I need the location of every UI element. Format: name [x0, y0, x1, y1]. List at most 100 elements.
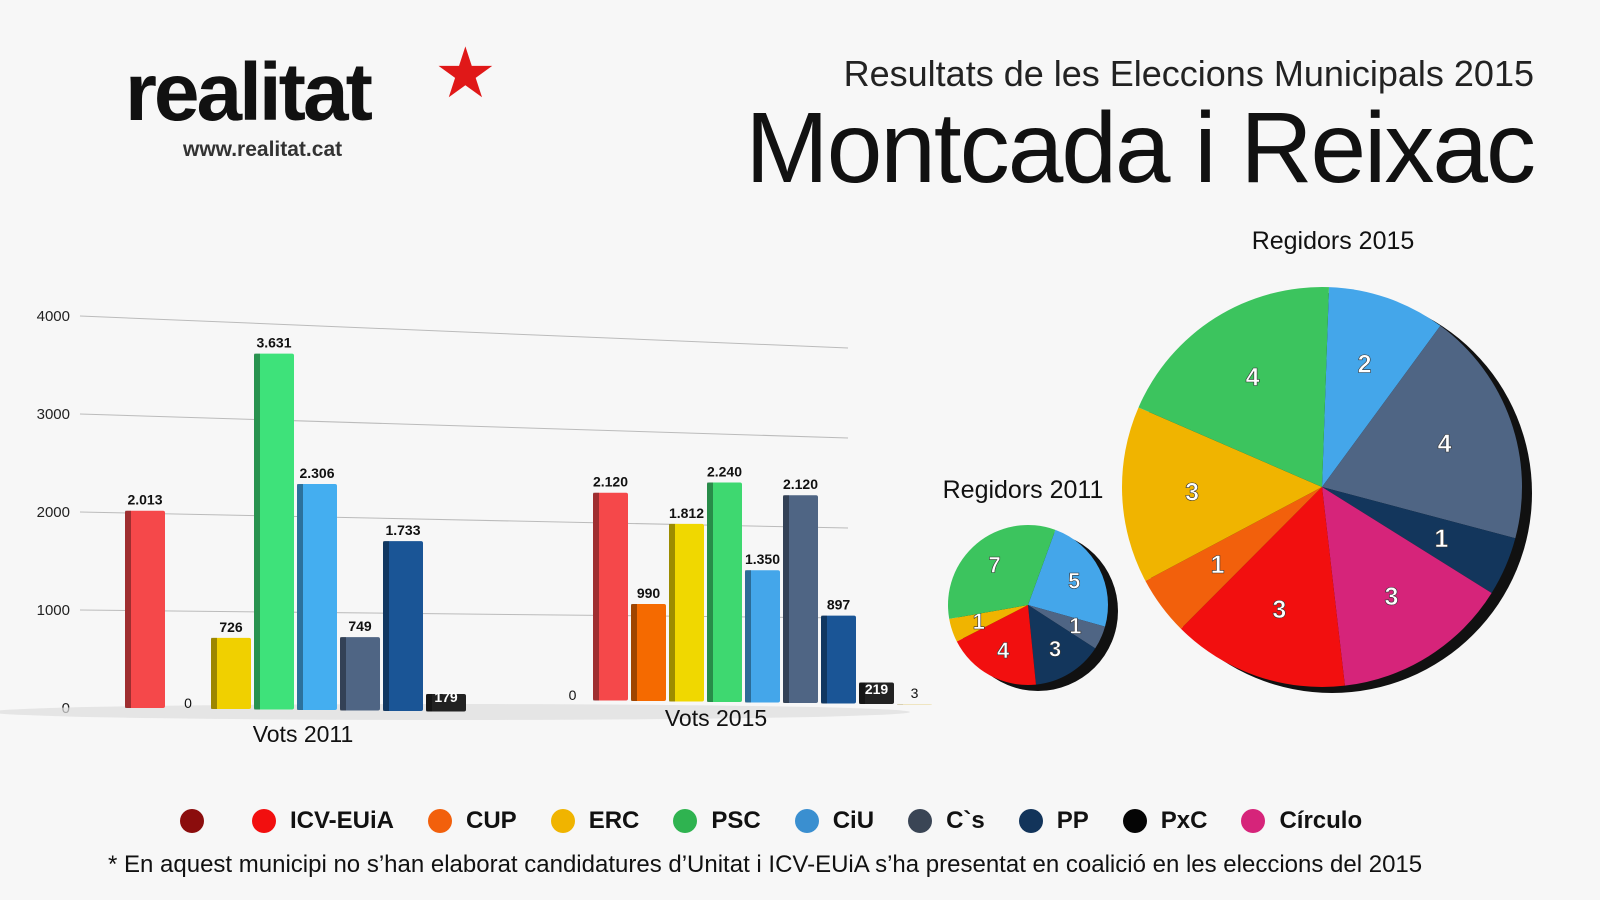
bar-side [340, 637, 346, 711]
pie-slice-label: 1 [1211, 551, 1225, 579]
pie-slice-label: 4 [1246, 363, 1260, 391]
pie-slice-label: 3 [1185, 479, 1199, 507]
pie-slice-label: 1 [1434, 525, 1448, 553]
legend-dot [550, 809, 575, 834]
y-tick-label: 2000 [37, 504, 70, 521]
pie-slice [1322, 325, 1522, 539]
bar-side [821, 615, 827, 704]
bar-value-label: 1.733 [385, 522, 420, 538]
bar-side [426, 693, 432, 712]
star-icon: ★ [434, 34, 497, 112]
legend-item [180, 808, 218, 834]
pie-slice [1028, 529, 1108, 627]
legend-label: Círculo [1279, 807, 1363, 834]
group-label: Vots 2011 [253, 721, 354, 747]
legend-label: ERC [588, 807, 640, 834]
bar [383, 541, 423, 711]
subtitle: Resultats de les Eleccions Municipals 20… [843, 53, 1534, 94]
bar [254, 353, 294, 710]
bar [745, 570, 780, 703]
legend-item: ICV-EUiA [252, 807, 395, 834]
pie-slice [949, 605, 1028, 642]
bar-value-label: 219 [865, 681, 889, 697]
bar [593, 492, 628, 701]
bar [821, 615, 856, 704]
bar-value-label: 990 [637, 585, 661, 601]
legend-dot [673, 809, 698, 834]
logo: realitat [125, 47, 373, 138]
bar [426, 693, 466, 712]
pie-slice [1122, 407, 1322, 581]
legend-dot [428, 809, 453, 834]
bar-side [859, 682, 865, 704]
bar-value-label: 0 [569, 687, 577, 703]
chart-canvas: 0 1000 2000 3000 4000 2.013 0 726 3.631 2.306 749 1… [0, 227, 1532, 747]
bar-value-label: 2.240 [707, 463, 742, 479]
page-title: Montcada i Reixac [745, 92, 1536, 204]
pie-slice [1028, 605, 1106, 649]
pie-slice [1180, 487, 1345, 687]
legend-label: CiU [832, 807, 875, 834]
y-tick-label: 1000 [37, 602, 70, 619]
bar-side [383, 541, 389, 711]
legend: ICV-EUiA CUP ERC PSC CiU C`s PP PxC Círculo [180, 807, 1396, 834]
legend-item: PSC [673, 807, 761, 834]
legend-label: PSC [711, 807, 761, 834]
bar-side [783, 495, 789, 703]
bar [859, 682, 894, 704]
legend-item: Círculo [1241, 807, 1363, 834]
bar-value-label: 2.120 [593, 474, 628, 490]
pie-slice-label: 1 [1069, 614, 1081, 639]
y-tick-label: 4000 [37, 308, 70, 325]
gridline [79, 413, 849, 439]
bar-side [211, 637, 217, 709]
pie-slice-label: 4 [1438, 430, 1452, 458]
bar-side [669, 523, 675, 702]
pie-title: Regidors 2015 [1252, 227, 1415, 255]
bar-value-label: 2.306 [299, 465, 334, 481]
pie-slice [1145, 487, 1322, 629]
pie-slice-label: 7 [988, 552, 1000, 577]
legend-item: C`s [908, 807, 985, 834]
bar-value-label: 1.812 [669, 505, 704, 521]
bar-value-label: 0 [184, 695, 192, 711]
logo-url[interactable]: www.realitat.cat [183, 138, 343, 161]
bar-value-label: 2.013 [127, 492, 162, 508]
bar-side [297, 484, 303, 710]
legend-item: PP [1018, 807, 1089, 834]
pie-slice [956, 605, 1036, 685]
bar-side [631, 603, 637, 701]
legend-label: C`s [946, 807, 985, 834]
legend-label: CUP [466, 807, 517, 834]
bar-value-label: 179 [434, 689, 458, 705]
bar-side [707, 482, 713, 702]
legend-dot [1018, 809, 1043, 834]
legend-item: ERC [550, 807, 640, 834]
bar-side [745, 570, 751, 703]
bar-side [593, 492, 599, 701]
legend-dot [1122, 809, 1147, 834]
legend-dot [180, 809, 204, 834]
bar [783, 495, 818, 703]
gridline [79, 315, 849, 349]
bar [669, 523, 704, 702]
pie-slice-label: 4 [997, 638, 1010, 663]
legend-dot [1241, 809, 1266, 834]
group-label: Vots 2015 [665, 705, 767, 731]
bar-value-label: 2.120 [783, 476, 818, 492]
bar [707, 482, 742, 702]
bar [631, 603, 666, 701]
pie-slice [1138, 286, 1329, 487]
bar [125, 510, 165, 708]
bar-side [125, 510, 131, 708]
legend-label: PP [1056, 807, 1089, 834]
bar-value-label: 897 [827, 597, 851, 613]
legend-item: PxC [1122, 807, 1207, 834]
pie-slice-label: 3 [1384, 583, 1398, 611]
legend-item: CUP [428, 807, 517, 834]
pie-slice-label: 5 [1068, 569, 1080, 594]
bar-value-label: 749 [348, 618, 372, 634]
pie-title: Regidors 2011 [943, 476, 1104, 504]
bar-value-label: 3 [911, 685, 919, 701]
legend-label: ICV-EUiA [290, 807, 395, 834]
